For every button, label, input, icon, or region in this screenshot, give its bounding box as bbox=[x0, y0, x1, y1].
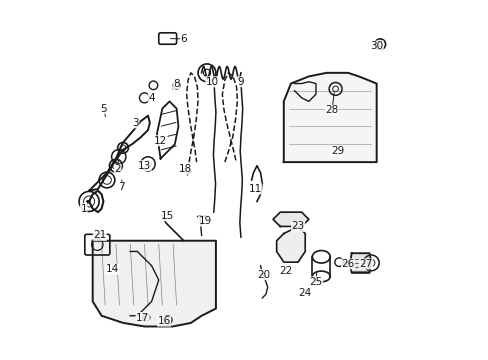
Text: 29: 29 bbox=[330, 147, 343, 157]
Text: 25: 25 bbox=[309, 277, 322, 287]
Text: 5: 5 bbox=[100, 104, 106, 113]
Text: 2: 2 bbox=[114, 164, 121, 174]
Text: 14: 14 bbox=[105, 264, 119, 274]
Text: 8: 8 bbox=[173, 78, 180, 89]
Polygon shape bbox=[93, 241, 216, 327]
Polygon shape bbox=[283, 73, 376, 162]
Text: 15: 15 bbox=[161, 211, 174, 221]
Text: 1: 1 bbox=[80, 203, 87, 213]
Text: 9: 9 bbox=[237, 77, 244, 87]
Text: 7: 7 bbox=[118, 182, 124, 192]
Text: 18: 18 bbox=[179, 164, 192, 174]
Text: 20: 20 bbox=[257, 270, 270, 280]
Text: 12: 12 bbox=[154, 136, 167, 146]
Text: 24: 24 bbox=[298, 288, 311, 297]
Text: 4: 4 bbox=[148, 93, 155, 103]
Polygon shape bbox=[272, 212, 308, 226]
Text: 17: 17 bbox=[136, 312, 149, 323]
Text: 30: 30 bbox=[369, 41, 383, 51]
Text: 19: 19 bbox=[198, 216, 211, 226]
Text: 21: 21 bbox=[93, 230, 106, 240]
Text: 16: 16 bbox=[157, 316, 170, 326]
Polygon shape bbox=[349, 253, 370, 273]
Text: 10: 10 bbox=[205, 77, 219, 87]
Polygon shape bbox=[276, 226, 305, 262]
Text: 6: 6 bbox=[180, 34, 187, 44]
Text: 26: 26 bbox=[341, 259, 354, 269]
Text: 28: 28 bbox=[325, 105, 338, 115]
Text: 23: 23 bbox=[291, 221, 304, 231]
Text: 27: 27 bbox=[359, 259, 372, 269]
Text: 22: 22 bbox=[278, 266, 292, 276]
Text: 11: 11 bbox=[248, 184, 261, 194]
Text: 13: 13 bbox=[138, 161, 151, 171]
Text: 3: 3 bbox=[132, 118, 139, 128]
